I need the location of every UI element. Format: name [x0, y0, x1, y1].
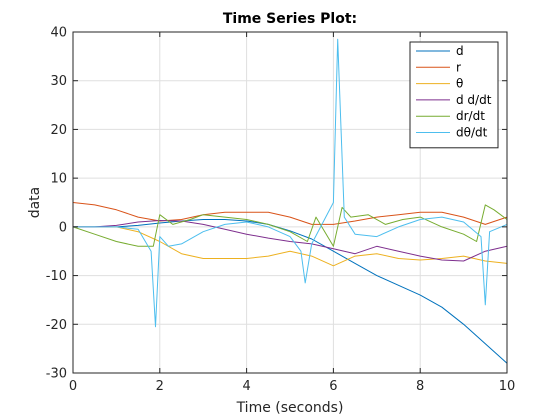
legend-entry: θ	[456, 77, 463, 91]
x-tick-label: 2	[156, 379, 164, 394]
x-axis-label: Time (seconds)	[236, 400, 344, 416]
plot-frame	[72, 31, 508, 374]
series-line-1	[73, 219, 508, 364]
legend-entry: d	[456, 44, 464, 58]
series-line-6	[73, 38, 508, 328]
x-tick-label: 6	[329, 379, 337, 394]
y-tick-label: 40	[50, 26, 67, 41]
series-line-5	[72, 204, 508, 247]
y-tick-label: 20	[50, 123, 67, 138]
legend-entry: dr/dt	[456, 109, 485, 123]
series-line-2	[72, 202, 508, 225]
y-tick-label: -30	[46, 367, 67, 382]
chart-title: Time Series Plot:	[223, 11, 357, 27]
legend-entry: dθ/dt	[456, 126, 488, 140]
legend-entry: r	[456, 60, 461, 74]
x-tick-label: 0	[69, 379, 77, 394]
legend-entry: d d/dt	[456, 93, 492, 107]
y-tick-label: -20	[46, 318, 67, 333]
x-tick-label: 8	[416, 379, 424, 394]
y-tick-label: 0	[59, 220, 67, 235]
y-axis-label: data	[27, 187, 43, 219]
ticks: 0 2 4 6 8 10 -30 -20 -10 0 10 20 30 40	[46, 26, 516, 395]
series-line-4	[73, 220, 508, 262]
legend-box	[409, 41, 499, 149]
x-tick-label: 4	[242, 379, 250, 394]
x-tick-label: 10	[499, 379, 516, 394]
y-tick-label: 30	[50, 74, 67, 89]
series-group	[72, 38, 508, 364]
y-tick-label: 10	[50, 172, 67, 187]
legend: drθ d d/dt dr/dt dθ/dt	[409, 41, 499, 149]
y-tick-label: -10	[46, 269, 67, 284]
